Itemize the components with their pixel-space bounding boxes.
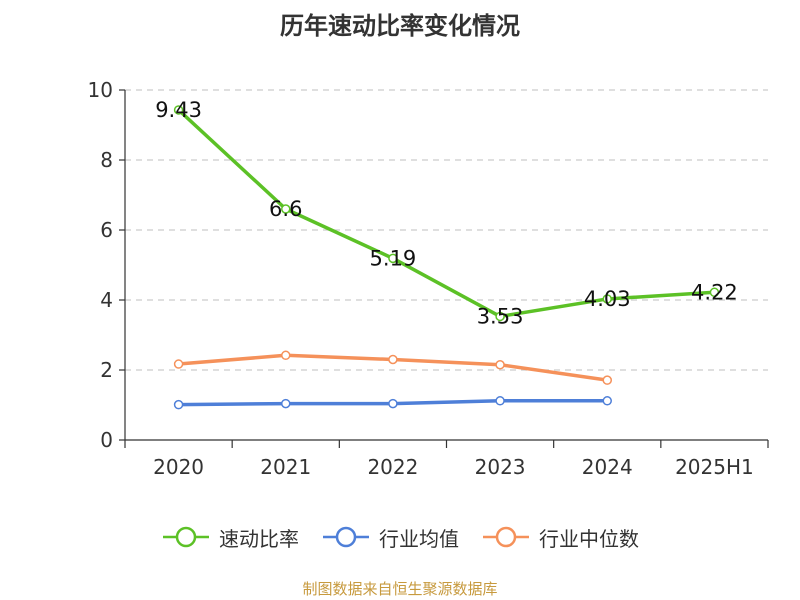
data-point	[388, 398, 398, 409]
data-point	[281, 350, 291, 361]
data-point	[709, 287, 720, 298]
data-label: 5.19	[370, 246, 417, 270]
grid-lines	[125, 89, 768, 371]
data-label: 6.6	[269, 197, 302, 221]
data-point	[602, 396, 612, 406]
data-point	[495, 311, 505, 322]
legend-swatch	[323, 526, 369, 548]
data-point	[173, 105, 184, 115]
data-label: 9.43	[155, 98, 202, 122]
legend-swatch	[163, 526, 209, 548]
y-tick-label: 2	[100, 358, 113, 382]
legend-label: 行业中位数	[539, 526, 639, 551]
data-point	[281, 398, 291, 409]
data-labels: 9.43 6.6 5.19 3.53 4.03 4.22	[155, 98, 738, 329]
data-point	[388, 354, 398, 365]
series-lines	[173, 105, 720, 410]
data-point	[281, 204, 291, 214]
legend-marker	[495, 526, 517, 548]
legend-marker	[175, 526, 197, 548]
chart-title: 历年速动比率变化情况	[280, 12, 520, 40]
data-label: 4.22	[691, 280, 738, 304]
legend: 速动比率 行业均值 行业中位数	[0, 520, 800, 554]
x-tick-label: 2024	[582, 455, 633, 479]
legend-marker	[335, 526, 357, 548]
data-point	[602, 375, 612, 385]
y-tick-label: 8	[100, 148, 113, 172]
data-point	[388, 253, 398, 264]
data-point	[602, 294, 612, 304]
data-label: 3.53	[477, 304, 524, 328]
legend-label: 速动比率	[219, 526, 299, 551]
x-tick-label: 2022	[367, 455, 418, 479]
legend-label: 行业均值	[379, 526, 459, 551]
legend-item[interactable]: 行业中位数	[481, 523, 639, 552]
y-tick-label: 6	[100, 218, 113, 242]
legend-item[interactable]: 速动比率	[161, 523, 299, 552]
y-tick-label: 0	[100, 428, 113, 452]
data-point	[173, 399, 184, 410]
axes: 0 2 4 6 8 10 2020 2021 2022 2023 2024 2025H1	[88, 78, 769, 479]
source-note: 制图数据来自恒生聚源数据库	[302, 580, 498, 598]
y-tick-label: 10	[88, 78, 113, 102]
x-tick-label: 2025H1	[675, 455, 754, 479]
data-point	[495, 360, 505, 370]
data-point	[173, 359, 184, 369]
legend-swatch	[483, 526, 529, 548]
x-tick-label: 2020	[153, 455, 204, 479]
x-tick-label: 2023	[475, 455, 526, 479]
x-tick-label: 2021	[260, 455, 311, 479]
y-tick-label: 4	[100, 288, 113, 312]
data-point	[495, 396, 505, 406]
data-label: 4.03	[584, 287, 631, 311]
legend-item[interactable]: 行业均值	[321, 523, 459, 552]
series-line	[177, 108, 715, 319]
